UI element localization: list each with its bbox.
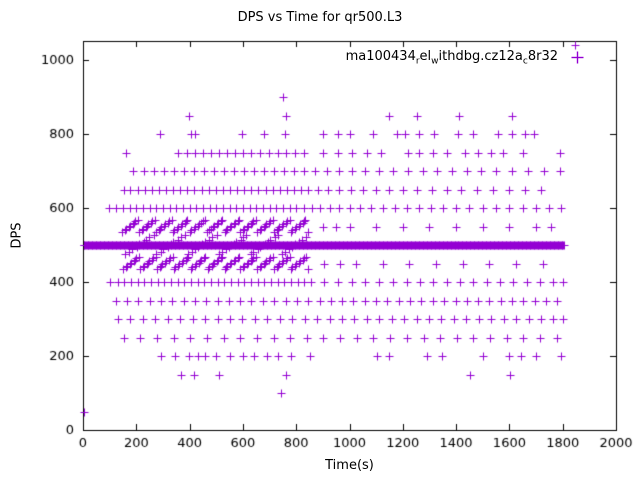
legend: ma100434relwithdbg.cz12ac8r32 bbox=[346, 49, 584, 67]
legend-marker-plus-icon bbox=[571, 51, 584, 64]
y-axis-label: DPS bbox=[9, 222, 25, 249]
legend-label: ma100434relwithdbg.cz12ac8r32 bbox=[345, 49, 558, 67]
chart-title: DPS vs Time for qr500.L3 bbox=[237, 10, 403, 25]
x-axis-label: Time(s) bbox=[325, 458, 374, 473]
